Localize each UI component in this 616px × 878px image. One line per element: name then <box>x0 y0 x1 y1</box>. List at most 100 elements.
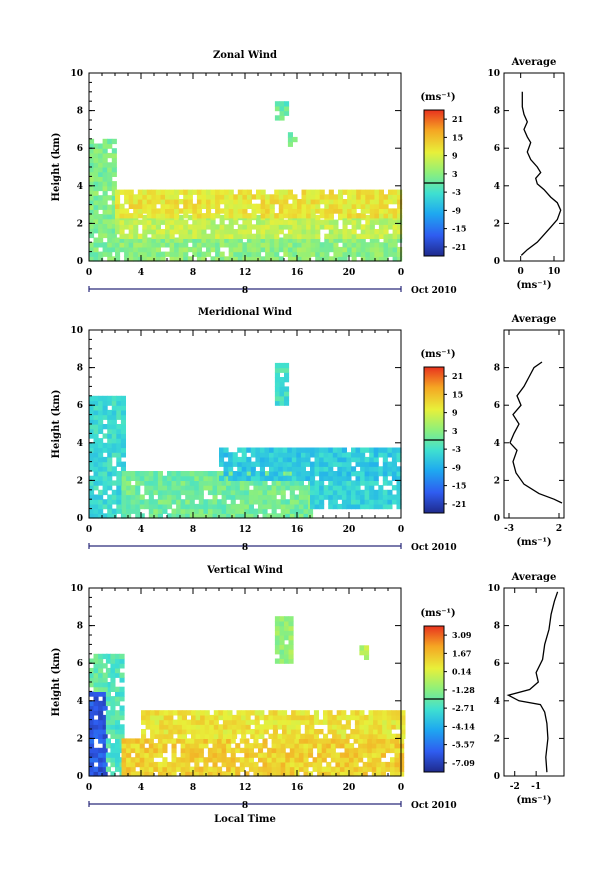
heatmap-cell <box>93 405 99 411</box>
heatmap-cell <box>323 719 329 725</box>
heatmap-cell <box>119 724 125 730</box>
heatmap-cell <box>280 761 286 768</box>
heatmap-cell <box>303 513 309 519</box>
heatmap-cell <box>244 489 250 496</box>
heatmap-cell <box>120 409 126 416</box>
heatmap-cell <box>107 242 113 248</box>
heatmap-cell <box>241 461 247 467</box>
heatmap-cell <box>319 489 325 496</box>
heatmap-cell <box>215 213 221 219</box>
heatmap-cell <box>98 761 104 768</box>
heatmap-cell <box>371 738 377 744</box>
heatmap-cell <box>93 242 99 248</box>
heatmap-cell <box>246 447 252 453</box>
heatmap-cell <box>391 499 397 505</box>
heatmap-cell <box>262 752 268 758</box>
heatmap-cell <box>351 251 357 257</box>
heatmap-cell <box>388 194 394 200</box>
heatmap-cell <box>212 766 218 772</box>
heatmap-cell <box>391 466 397 472</box>
heatmap-cell <box>256 251 262 257</box>
heatmap-cell <box>133 251 139 257</box>
colorbar-unit: (ms⁻¹) <box>420 349 455 360</box>
heatmap-cell <box>171 475 177 481</box>
heatmap-cell <box>187 208 193 214</box>
heatmap-cell <box>116 494 122 500</box>
heatmap-cell <box>333 208 339 214</box>
heatmap-cell <box>253 485 259 491</box>
heatmap-cell <box>146 213 152 219</box>
heatmap-cell <box>256 246 262 253</box>
heatmap-cell <box>337 475 343 481</box>
heatmap-cell <box>310 237 316 243</box>
heatmap-cell <box>295 724 301 730</box>
heatmap-cell <box>260 189 266 195</box>
heatmap-cell <box>264 456 270 463</box>
heatmap-cell <box>274 658 280 664</box>
heatmap-cell <box>256 203 262 209</box>
heatmap-cell <box>111 447 117 453</box>
heatmap-cell <box>119 208 125 214</box>
heatmap-cell <box>187 214 193 221</box>
heatmap-cell <box>98 218 104 224</box>
heatmap-cell <box>142 229 148 235</box>
heatmap-cell <box>142 237 148 243</box>
heatmap-cell <box>332 452 338 458</box>
heatmap-cell <box>272 733 278 739</box>
heatmap-cell <box>236 719 242 725</box>
heatmap-cell <box>394 761 400 768</box>
heatmap-cell <box>146 229 152 235</box>
heatmap-cell <box>328 246 334 253</box>
heatmap-cell <box>167 475 173 481</box>
heatmap-cell <box>353 747 359 754</box>
heatmap-cell <box>341 489 347 496</box>
heatmap-cell <box>365 229 371 235</box>
heatmap-cell <box>318 719 324 725</box>
heatmap-cell <box>360 189 366 195</box>
heatmap-cell <box>185 761 191 768</box>
heatmap-cell <box>399 738 405 744</box>
heatmap-cell <box>326 766 332 772</box>
heatmap-cell <box>280 485 286 491</box>
heatmap-cell <box>333 229 339 235</box>
heatmap-cell <box>115 667 121 674</box>
heatmap-cell <box>264 447 270 453</box>
heatmap-cell <box>282 729 288 735</box>
heatmap-cell <box>228 475 234 481</box>
heatmap-cell <box>367 743 373 749</box>
heatmap-cell <box>285 757 291 763</box>
heatmap-cell <box>146 199 152 205</box>
heatmap-cell <box>392 199 398 205</box>
heatmap-cell <box>378 471 384 477</box>
heatmap-cell <box>265 233 271 239</box>
heatmap-cell <box>142 219 148 225</box>
heatmap-cell <box>314 471 320 477</box>
day-label: 8 <box>242 286 248 296</box>
heatmap-cell <box>312 738 318 744</box>
heatmap-cell <box>391 452 397 458</box>
heatmap-cell <box>107 419 113 425</box>
heatmap-cell <box>135 508 141 514</box>
heatmap-cell <box>141 719 147 725</box>
heatmap-cell <box>89 214 95 220</box>
heatmap-cell <box>219 224 225 230</box>
heatmap-cell <box>284 377 290 383</box>
heatmap-cell <box>151 233 157 239</box>
y-tick-label: 0 <box>77 772 83 782</box>
heatmap-cell <box>151 224 157 230</box>
heatmap-cell <box>110 729 116 735</box>
heatmap-cell <box>374 189 380 195</box>
heatmap-cell <box>350 714 356 721</box>
heatmap-cell <box>201 233 207 239</box>
heatmap-cell <box>130 747 136 754</box>
heatmap-cell <box>102 677 108 683</box>
heatmap-cell <box>111 508 117 514</box>
heatmap-cell <box>237 213 243 219</box>
heatmap-cell <box>397 189 403 195</box>
heatmap-cell <box>213 729 219 735</box>
heatmap-cell <box>111 494 117 500</box>
heatmap-cell <box>203 480 209 486</box>
heatmap-cell <box>115 199 121 205</box>
heatmap-cell <box>228 199 234 205</box>
heatmap-cell <box>116 405 122 411</box>
